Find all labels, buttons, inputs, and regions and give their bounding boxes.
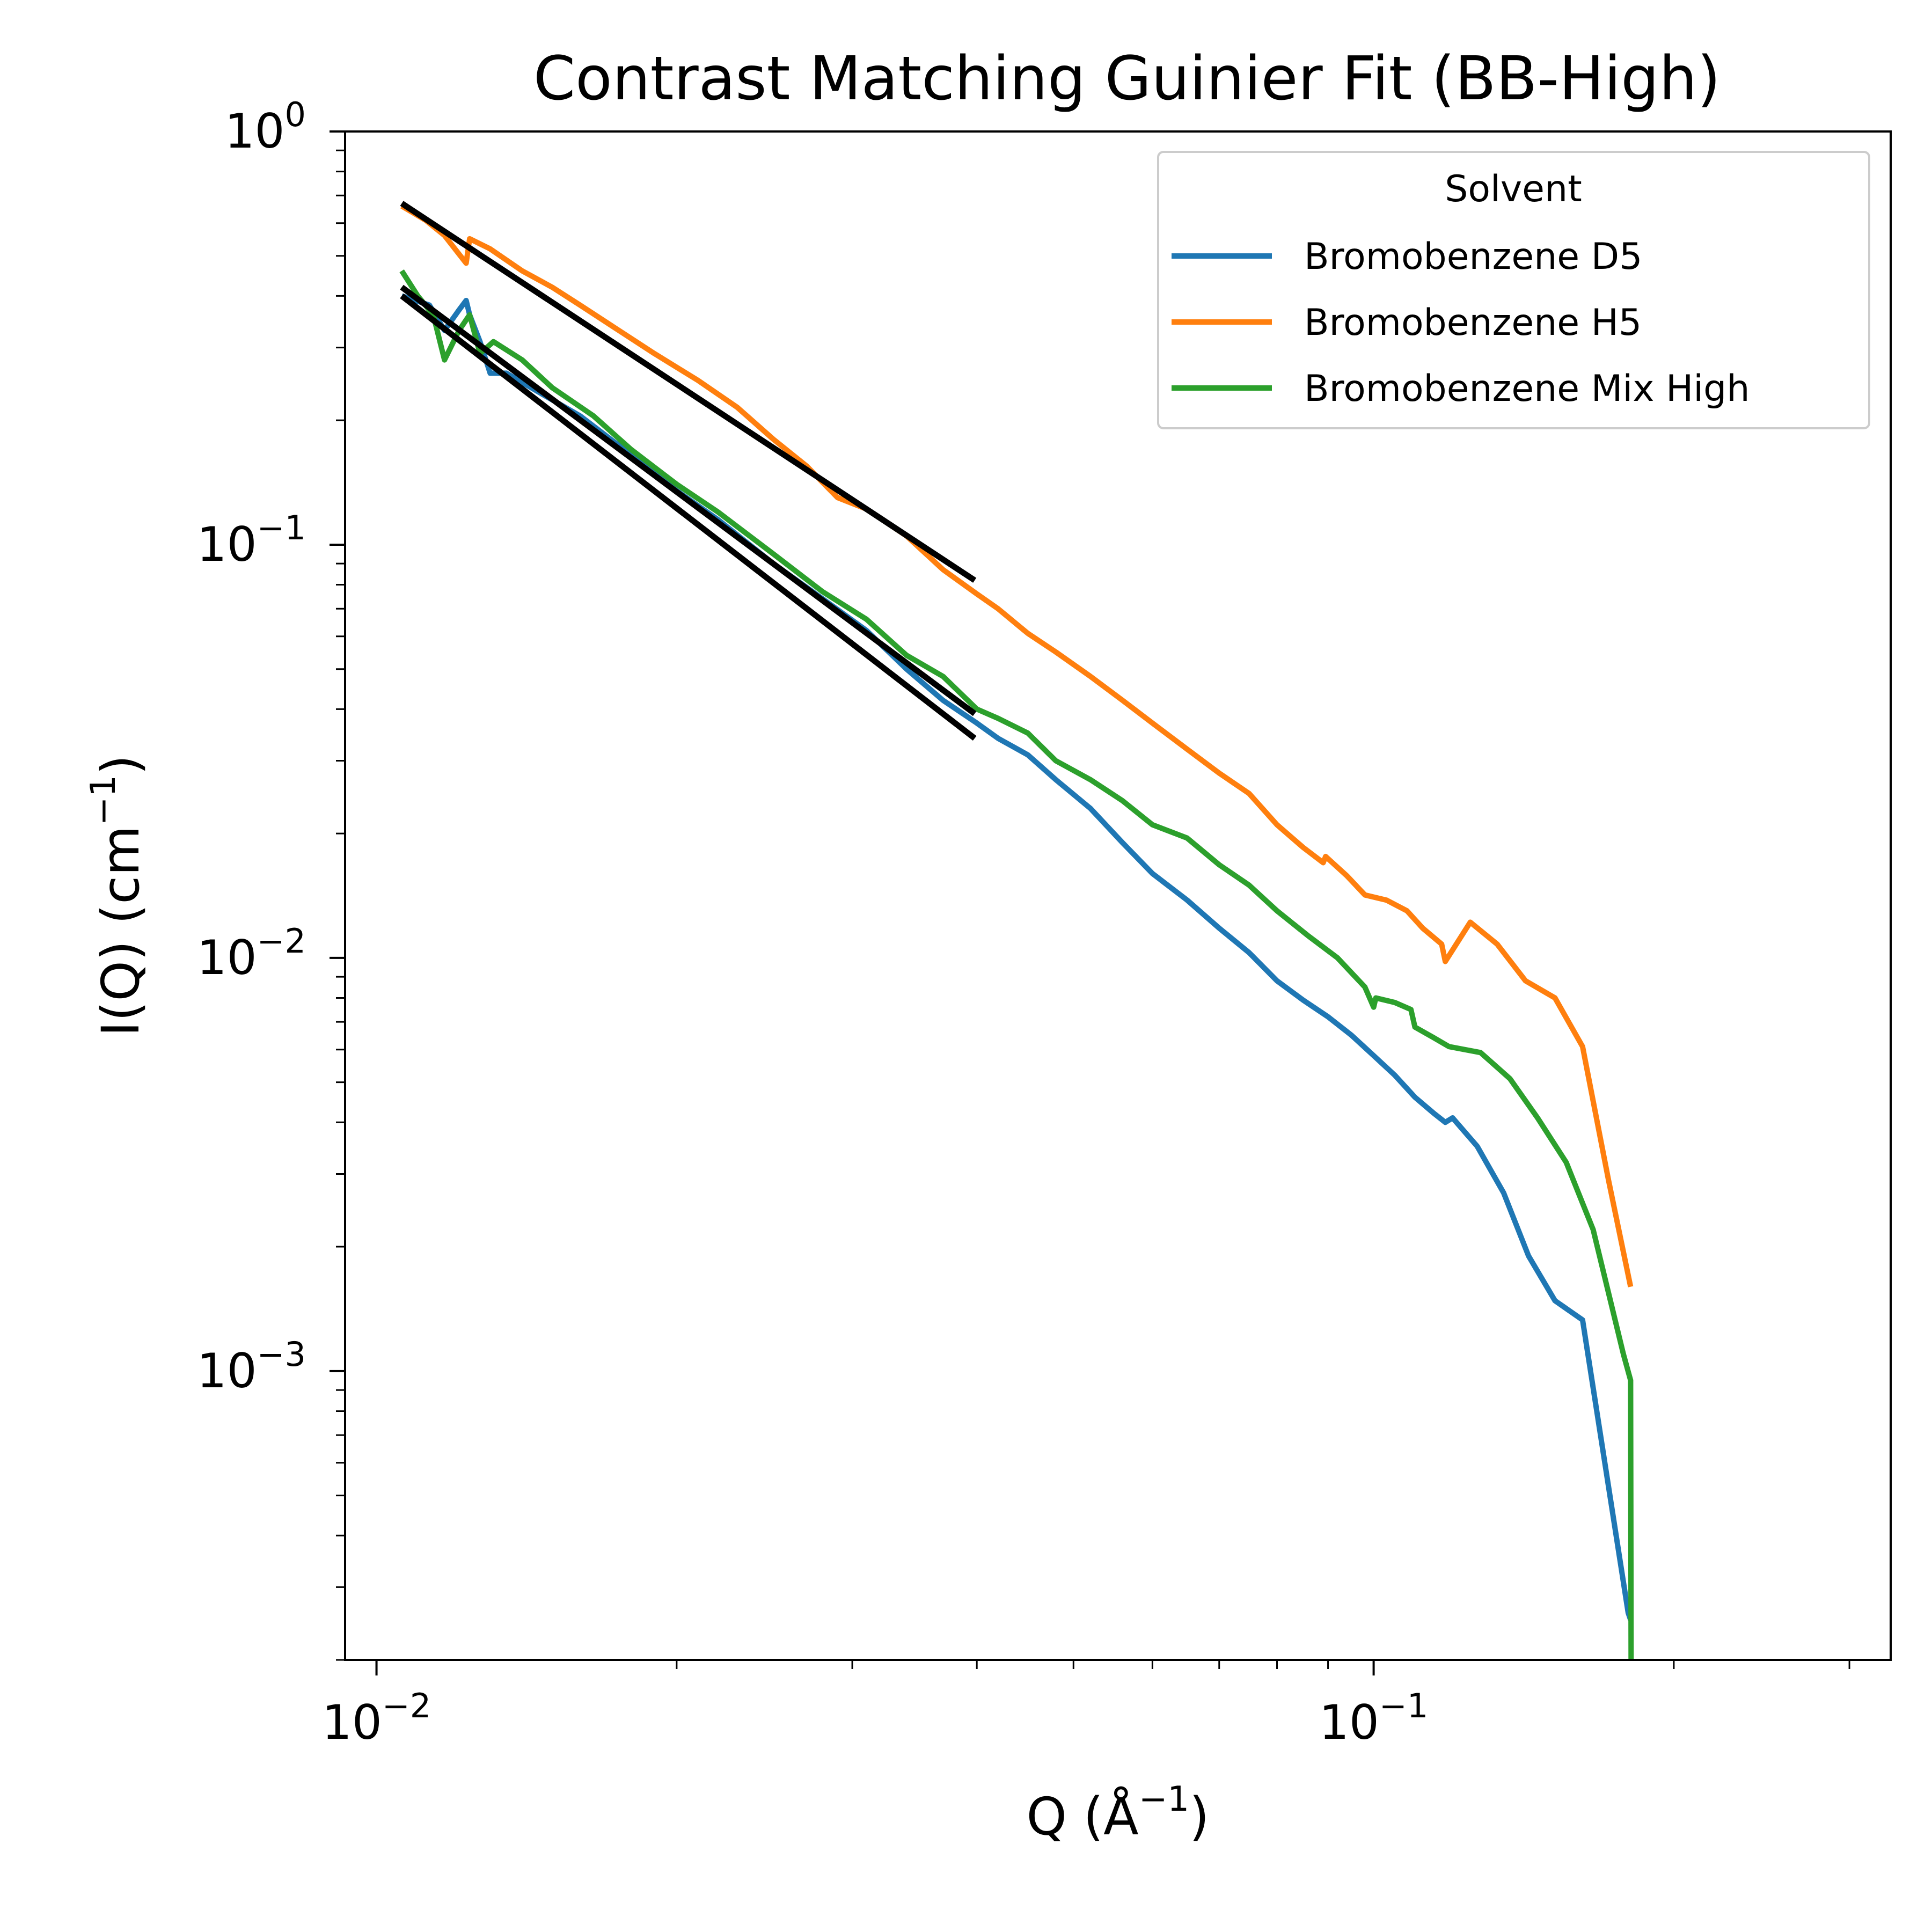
y-tick-label-2: 10−2 (197, 921, 306, 985)
x-axis: 10−2 10−1 (322, 1660, 1850, 1750)
legend-entries: Bromobenzene D5 Bromobenzene H5 Bromobenze… (1172, 236, 1750, 410)
y-axis: 100 10−1 10−2 10−3 (197, 95, 345, 1661)
series-line-2 (399, 269, 1634, 1660)
x-axis-label: Q (Å−1) (1027, 1780, 1210, 1847)
x-tick-label-0: 10−2 (322, 1686, 431, 1750)
guinier-fit-line-3 (400, 201, 977, 583)
legend-label-0: Bromobenzene D5 (1304, 236, 1642, 278)
guinier-fit-line-4 (400, 284, 977, 716)
legend-title: Solvent (1445, 168, 1582, 210)
y-axis-label: I(Q) (cm−1) (84, 755, 151, 1037)
x-tick-label-1: 10−1 (1319, 1686, 1428, 1750)
series-layer (399, 201, 1634, 1660)
chart-title: Contrast Matching Guinier Fit (BB-High) (533, 44, 1721, 114)
legend-label-2: Bromobenzene Mix High (1304, 368, 1750, 410)
y-tick-label-0: 100 (225, 95, 306, 159)
legend-label-1: Bromobenzene H5 (1304, 302, 1642, 344)
plot-area (399, 201, 1634, 1660)
guinier-fit-line-5 (400, 294, 977, 741)
legend-box (1157, 151, 1870, 429)
y-tick-label-3: 10−3 (197, 1335, 306, 1399)
y-tick-label-1: 10−1 (197, 508, 306, 572)
series-line-1 (400, 203, 1634, 1287)
plot-frame (344, 130, 1892, 1661)
